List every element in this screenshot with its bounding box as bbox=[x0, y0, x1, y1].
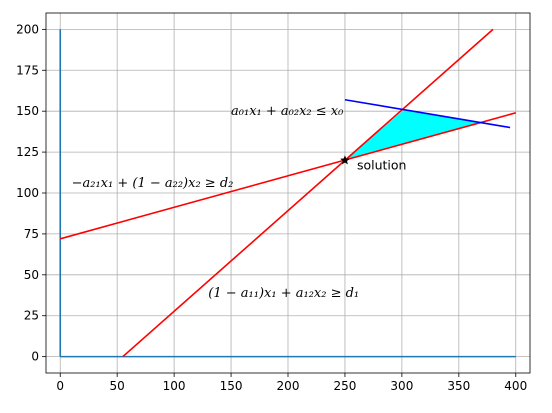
x-tick-label: 100 bbox=[163, 379, 186, 393]
y-tick-label: 200 bbox=[16, 22, 39, 36]
ticks: 0 50 100 150 200 250 300 350 400 0 25 50 75 100 125 150… bbox=[16, 22, 527, 393]
y-tick-label: 25 bbox=[24, 309, 39, 323]
y-tick-label: 0 bbox=[31, 350, 39, 364]
x-tick-label: 300 bbox=[390, 379, 413, 393]
feasible-region bbox=[344, 109, 484, 161]
y-tick-label: 50 bbox=[24, 268, 39, 282]
y-tick-label: 100 bbox=[16, 186, 39, 200]
solution-star-marker bbox=[340, 155, 350, 165]
x-tick-label: 150 bbox=[220, 379, 243, 393]
constraint-annotation: a₀₁x₁ + a₀₂x₂ ≤ x₀ bbox=[231, 104, 344, 119]
series-line-constraint-0 bbox=[344, 98, 511, 129]
series-line-constraint-1 bbox=[122, 28, 494, 358]
y-tick-label: 125 bbox=[16, 145, 39, 159]
x-tick-label: 350 bbox=[447, 379, 470, 393]
feasible-region-layer bbox=[344, 109, 484, 161]
constraint-annotation: −a₂₁x₁ + (1 − a₂₂)x₂ ≥ d₂ bbox=[72, 176, 234, 191]
y-tick-label: 175 bbox=[16, 63, 39, 77]
series-layer bbox=[59, 28, 516, 358]
constraint-annotation: (1 − a₁₁)x₁ + a₁₂x₂ ≥ d₁ bbox=[208, 286, 359, 301]
x-tick-label: 200 bbox=[277, 379, 300, 393]
x-tick-label: 250 bbox=[333, 379, 356, 393]
grid bbox=[46, 13, 530, 373]
x-tick-label: 50 bbox=[110, 379, 125, 393]
solution-label: solution bbox=[357, 157, 407, 172]
series-line-constraint-2 bbox=[60, 112, 516, 240]
y-tick-label: 150 bbox=[16, 104, 39, 118]
annotations: a₀₁x₁ + a₀₂x₂ ≤ x₀ −a₂₁x₁ + (1 − a₂₂)x₂ ≥… bbox=[72, 104, 360, 301]
x-tick-label: 400 bbox=[504, 379, 527, 393]
x-tick-label: 0 bbox=[56, 379, 64, 393]
solution-layer: solution bbox=[340, 155, 406, 172]
y-tick-label: 75 bbox=[24, 227, 39, 241]
